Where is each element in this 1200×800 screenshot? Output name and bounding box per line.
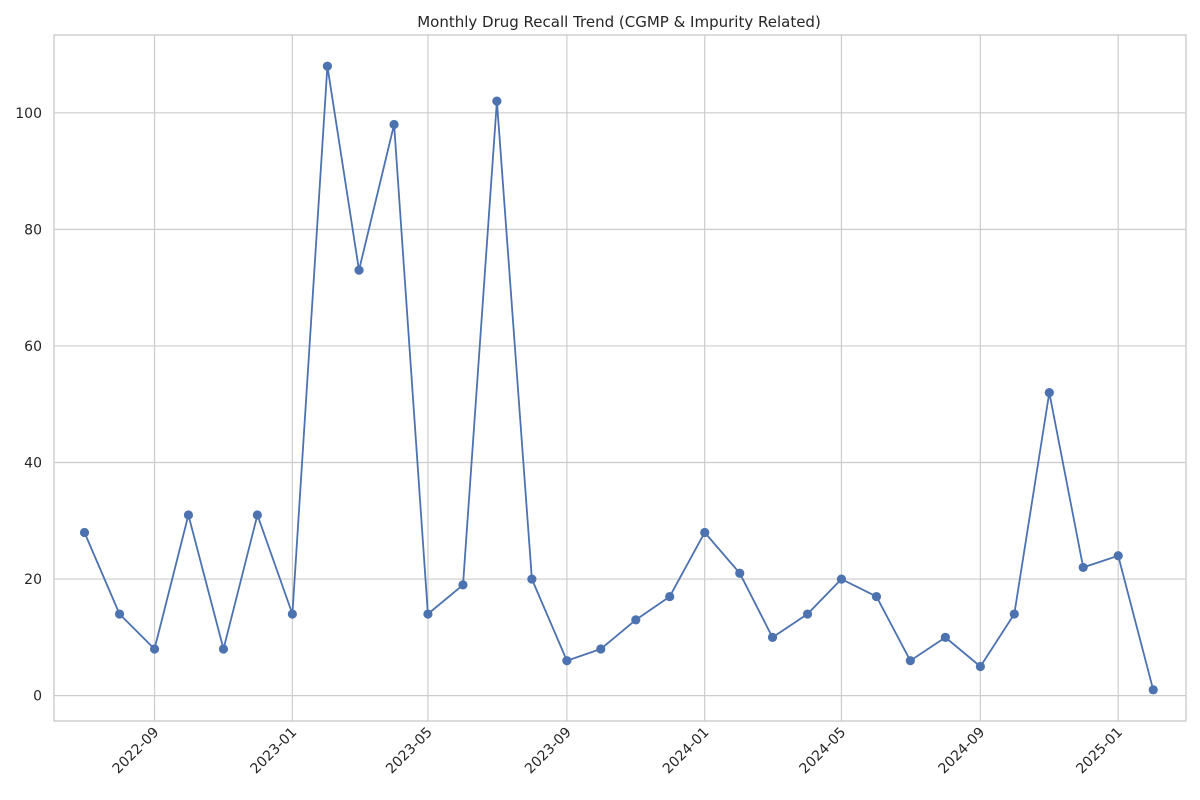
x-tick-label: 2024-05 [797,725,850,778]
x-axis-ticks: 2022-09 2023-01 2023-05 2023-09 2024-01 2024-… [110,725,1126,778]
chart-title: Monthly Drug Recall Trend (CGMP & Impuri… [417,13,821,31]
data-point [940,632,950,642]
data-point [423,609,433,619]
y-tick-label: 20 [24,572,42,588]
x-tick-label: 2024-09 [936,725,989,778]
y-tick-label: 0 [33,689,42,705]
data-point [802,609,813,619]
data-point [79,527,90,538]
data-point [905,656,915,666]
data-point [1148,685,1158,695]
data-point [665,591,675,602]
plot-frame [53,34,1187,722]
y-tick-label: 80 [24,222,42,238]
data-point [1078,562,1088,573]
y-tick-label: 40 [24,456,42,472]
x-tick-label: 2023-05 [383,725,436,778]
x-tick-label: 2023-01 [248,725,301,778]
x-tick-label: 2023-09 [522,725,575,778]
data-point [114,609,125,619]
grid-layer [54,35,1186,721]
data-point [975,661,985,672]
x-tick-label: 2022-09 [110,725,163,778]
data-point [183,510,194,520]
y-tick-label: 60 [24,339,42,355]
data-points [79,61,1158,695]
x-tick-label: 2024-01 [660,725,713,778]
y-tick-label: 100 [15,106,42,122]
data-point [836,574,847,584]
data-point [458,580,468,590]
data-point [631,615,641,625]
data-point [149,644,160,654]
data-point [322,61,332,71]
data-point [354,265,364,275]
data-point [1044,387,1054,398]
y-axis-ticks: 0 20 40 60 80 100 [15,106,42,705]
data-point [767,632,778,642]
data-point [562,656,572,666]
data-point [492,96,502,106]
data-point [1009,609,1019,619]
data-point [218,644,229,654]
data-point [735,568,745,578]
x-tick-label: 2025-01 [1073,725,1126,778]
data-point [596,644,606,654]
data-point [252,510,262,520]
data-point [871,591,882,602]
data-point [527,574,537,584]
series-line [83,66,1155,691]
data-point [287,609,297,619]
data-point [700,527,710,538]
data-point [389,119,399,130]
data-point [1113,551,1123,561]
